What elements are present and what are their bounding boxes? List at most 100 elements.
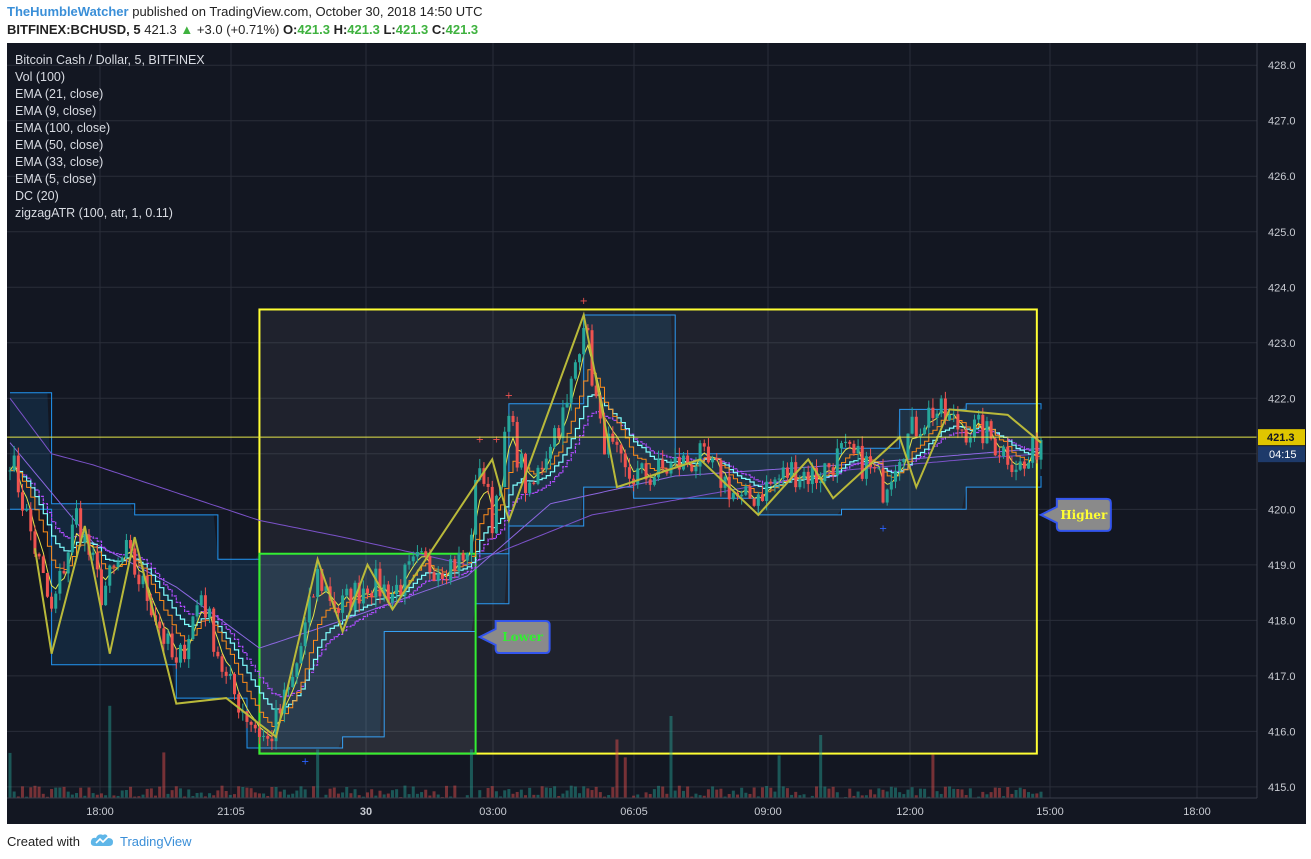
legend-item[interactable]: EMA (50, close)	[15, 138, 104, 152]
volume-bar	[120, 790, 124, 798]
legend-item[interactable]: EMA (33, close)	[15, 155, 104, 169]
volume-bar	[515, 791, 519, 798]
candle-body	[311, 596, 315, 598]
volume-bar	[544, 787, 548, 798]
candle-body	[769, 481, 773, 484]
volume-bar	[977, 796, 981, 798]
volume-bar	[299, 786, 303, 798]
volume-bar	[20, 786, 24, 798]
candle-body	[199, 595, 203, 606]
candle-body	[511, 415, 515, 422]
candle-body	[569, 378, 573, 403]
candle-body	[565, 402, 569, 408]
callout-shape	[477, 620, 551, 655]
volume-bar	[366, 792, 370, 798]
candle-body	[997, 455, 1001, 457]
candle-body	[486, 483, 490, 487]
volume-bar	[469, 749, 473, 798]
candle-body	[29, 509, 33, 532]
candle-body	[993, 438, 997, 456]
candle-body	[544, 458, 548, 470]
candle-body	[935, 413, 939, 418]
candle-body	[1031, 437, 1035, 463]
volume-bar	[341, 792, 345, 798]
candle-body	[948, 414, 952, 421]
volume-bar	[241, 786, 245, 798]
volume-bar	[166, 793, 170, 798]
legend-item[interactable]: DC (20)	[15, 189, 59, 203]
price-tick-label: 416.0	[1268, 726, 1296, 738]
candle-body	[54, 593, 58, 609]
candle-body	[519, 453, 523, 468]
volume-bar	[632, 795, 636, 798]
candle-body	[41, 556, 45, 573]
volume-bar	[79, 787, 83, 798]
volume-bar	[681, 790, 685, 798]
volume-bar	[989, 792, 993, 798]
candle-body	[366, 588, 370, 594]
candle-body	[698, 443, 702, 467]
volume-bar	[698, 795, 702, 798]
volume-bar	[66, 791, 70, 798]
candle-body	[877, 468, 881, 470]
legend-item[interactable]: Bitcoin Cash / Dollar, 5, BITFINEX	[15, 53, 205, 67]
candle-body	[952, 414, 956, 416]
volume-bar	[108, 705, 112, 798]
candle-body	[108, 565, 112, 586]
volume-bar	[465, 795, 469, 798]
volume-bar	[964, 795, 968, 798]
time-tick-label: 09:00	[754, 806, 782, 818]
candle-body	[914, 416, 918, 437]
legend-item[interactable]: Vol (100)	[15, 70, 66, 84]
candle-body	[827, 463, 831, 468]
candle-body	[902, 459, 906, 463]
candle-body	[494, 495, 498, 534]
candle-body	[781, 467, 785, 479]
volume-bar	[690, 796, 694, 798]
volume-bar	[948, 786, 952, 798]
volume-bar	[906, 789, 910, 798]
candle-body	[823, 463, 827, 482]
candle-body	[124, 540, 128, 558]
candle-body	[702, 443, 706, 447]
legend-item[interactable]: zigzagATR (100, atr, 1, 0.11)	[15, 206, 173, 220]
tradingview-link[interactable]: TradingView	[119, 834, 192, 849]
tradingview-cloud-icon[interactable]	[90, 833, 114, 850]
candle-body	[382, 584, 386, 597]
candle-body	[378, 568, 382, 597]
high-label: H:	[333, 22, 348, 37]
volume-bar	[952, 788, 956, 798]
volume-bar	[191, 796, 195, 798]
legend-item[interactable]: EMA (100, close)	[15, 121, 111, 135]
candle-body	[295, 663, 299, 677]
publish-line: TheHumbleWatcher published on TradingVie…	[7, 4, 482, 19]
candle-body	[844, 441, 848, 444]
volume-bar	[943, 786, 947, 798]
close-label: C:	[431, 22, 446, 37]
candle-body	[885, 489, 889, 503]
volume-bar	[923, 788, 927, 798]
volume-bar	[453, 785, 457, 798]
volume-bar	[29, 787, 33, 798]
volume-bar	[898, 792, 902, 798]
volume-bar	[8, 752, 12, 798]
author-link[interactable]: TheHumbleWatcher	[7, 4, 129, 19]
chart-panel[interactable]: + + + + + + Lower Higher 415.0 416.0 417.0 418.0 419…	[7, 43, 1306, 824]
volume-bar	[873, 794, 877, 798]
volume-bar	[282, 789, 286, 798]
volume-bar	[785, 788, 789, 798]
volume-bar	[486, 788, 490, 798]
candle-body	[174, 657, 178, 663]
price-chart[interactable]: + + + + + + Lower Higher 415.0 416.0 417.0 418.0 419…	[7, 43, 1306, 824]
volume-bar	[1014, 789, 1018, 798]
volume-bar	[960, 789, 964, 798]
legend-item[interactable]: EMA (21, close)	[15, 87, 104, 101]
legend-item[interactable]: EMA (9, close)	[15, 104, 97, 118]
volume-bar	[91, 793, 95, 798]
volume-bar	[137, 796, 141, 798]
legend-item[interactable]: EMA (5, close)	[15, 172, 97, 186]
volume-bar	[75, 793, 79, 798]
volume-bar	[361, 796, 365, 798]
volume-bar	[232, 794, 236, 798]
volume-bar	[145, 788, 149, 798]
